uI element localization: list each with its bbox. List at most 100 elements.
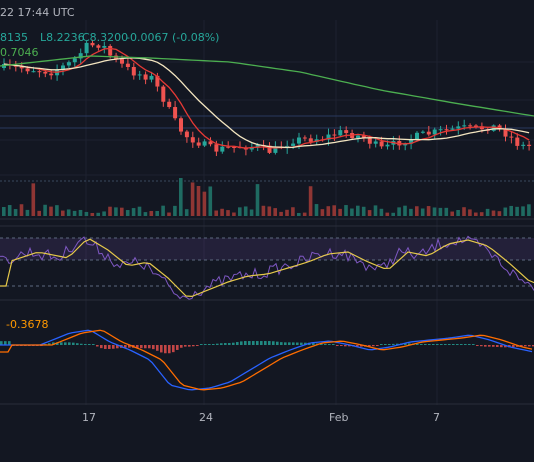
candle [167, 101, 172, 108]
volume-bar [31, 183, 36, 216]
candle [515, 137, 520, 146]
macd-histogram-bar [60, 342, 63, 345]
volume-bar [102, 211, 106, 216]
volume-bar [391, 212, 395, 216]
candle [120, 59, 124, 64]
macd-histogram-bar [404, 343, 407, 345]
volume-bar [267, 206, 272, 216]
candle [385, 144, 390, 147]
volume-bar [108, 206, 112, 216]
macd-histogram-bar [420, 344, 423, 345]
candle [462, 125, 467, 127]
candle [373, 141, 378, 144]
macd-histogram-bar [448, 344, 451, 345]
volume-bar [503, 207, 508, 216]
candle [302, 137, 307, 139]
candle [196, 142, 201, 146]
macd-histogram-bar [512, 345, 515, 348]
macd-histogram-bar [328, 344, 331, 345]
volume-bar [397, 207, 401, 216]
x-tick-label-7: 7 [433, 411, 440, 424]
candle [179, 118, 183, 132]
candle [503, 129, 508, 137]
volume-bar [285, 209, 289, 216]
macd-histogram-bar [280, 342, 283, 345]
volume-bar [332, 205, 336, 216]
volume-bar [320, 209, 325, 216]
candle [131, 66, 136, 76]
macd-histogram-bar [248, 341, 251, 345]
volume-bar [25, 209, 30, 216]
macd-histogram-bar [356, 345, 359, 347]
volume-bar [314, 204, 319, 216]
macd-histogram-bar [216, 343, 219, 345]
x-tick-label-17: 17 [82, 411, 96, 424]
macd-histogram-bar [260, 341, 263, 345]
candle [90, 42, 95, 46]
volume-bar [415, 206, 419, 216]
candle [102, 45, 107, 48]
macd-histogram-bar [376, 345, 379, 346]
candle [409, 139, 414, 144]
volume-bar [456, 209, 460, 216]
macd-histogram-bar [440, 344, 443, 345]
change-value: -0.0067 (-0.08%) [126, 31, 220, 44]
candle [367, 138, 372, 144]
ma-slow-line [0, 55, 534, 117]
macd-histogram-bar [240, 341, 243, 345]
macd-histogram-bar [152, 345, 155, 350]
macd-histogram-bar [428, 344, 431, 345]
macd-histogram-bar [416, 343, 419, 345]
signal-line [0, 329, 533, 391]
macd-histogram-bar [200, 344, 203, 345]
macd-line [0, 329, 533, 391]
volume-bar [149, 210, 154, 216]
candle [456, 126, 461, 129]
candle [297, 137, 301, 144]
macd-histogram-bar [208, 344, 211, 345]
macd-histogram-bar [232, 342, 235, 345]
volume-bar [297, 212, 301, 216]
volume-bar [350, 208, 354, 216]
candle [184, 131, 189, 138]
macd-histogram-bar [68, 342, 71, 345]
volume-bar [96, 212, 100, 216]
macd-histogram-bar [480, 345, 483, 347]
candle [13, 65, 18, 67]
macd-histogram-bar [300, 342, 303, 345]
volume-bar [409, 208, 413, 216]
candle [356, 135, 360, 139]
volume-bar [420, 208, 425, 216]
volume-bar [491, 210, 496, 216]
macd-histogram-bar [424, 344, 427, 345]
open-value: 8135 [0, 31, 28, 44]
candle [232, 146, 237, 148]
volume-bar [385, 212, 390, 216]
macd-histogram-bar [296, 342, 299, 345]
macd-histogram-bar [360, 345, 363, 347]
candle [84, 42, 89, 54]
macd-histogram-bar [272, 341, 275, 345]
candle [527, 144, 532, 146]
macd-histogram-bar [268, 341, 271, 345]
macd-histogram-bar [140, 345, 143, 349]
candle [479, 126, 484, 130]
candle [96, 45, 101, 48]
macd-histogram-bar [88, 344, 91, 345]
close-value: C8.3200 [82, 31, 129, 44]
volume-bar [72, 210, 77, 216]
macd-value: -0.3678 [6, 318, 49, 331]
candle [432, 129, 437, 135]
macd-histogram-bar [172, 345, 175, 353]
macd-histogram-bar [212, 344, 215, 345]
volume-bar [308, 186, 313, 216]
candle [361, 135, 366, 139]
candle [190, 137, 195, 143]
volume-bar [273, 208, 277, 216]
ma-mid-line [3, 57, 530, 149]
candle [149, 75, 154, 80]
volume-bar [361, 206, 366, 216]
volume-bar [90, 212, 95, 216]
